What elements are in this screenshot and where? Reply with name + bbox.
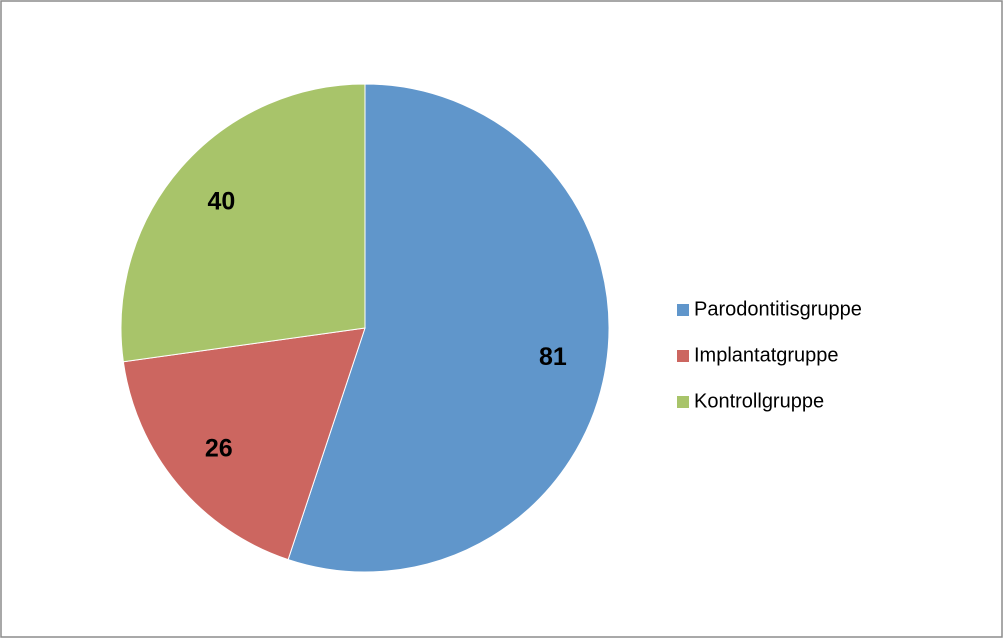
data-label: 26 bbox=[205, 434, 233, 462]
data-label: 40 bbox=[208, 188, 236, 216]
pie-slice bbox=[287, 83, 610, 573]
legend-swatch bbox=[677, 304, 689, 316]
legend-swatch bbox=[677, 350, 689, 362]
legend-label: Implantatgruppe bbox=[694, 344, 839, 366]
legend-label: Kontrollgruppe bbox=[694, 390, 824, 412]
data-label: 81 bbox=[539, 343, 567, 371]
legend-swatch bbox=[677, 396, 689, 408]
pie-slice bbox=[120, 83, 366, 363]
legend-label: Parodontitisgruppe bbox=[694, 298, 862, 320]
pie-slice bbox=[122, 327, 366, 561]
